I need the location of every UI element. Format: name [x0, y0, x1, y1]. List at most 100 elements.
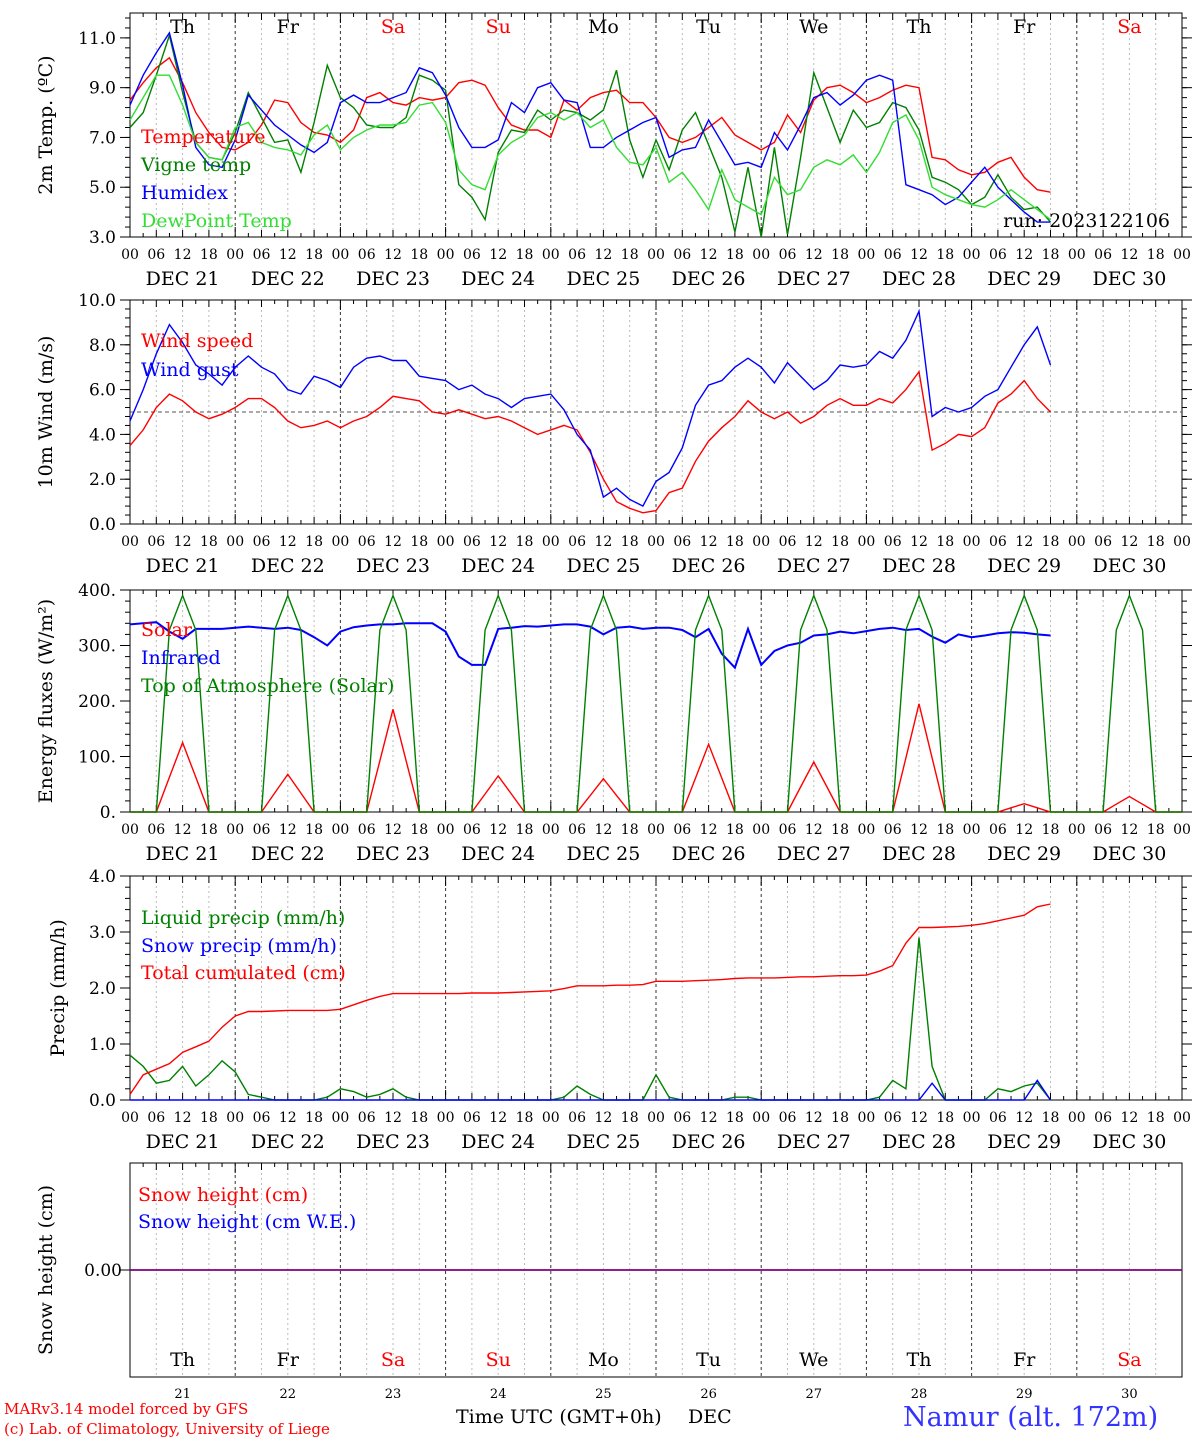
hour-tick-label: 06 [1094, 1110, 1112, 1126]
date-label: DEC 24 [461, 555, 535, 577]
hour-tick-label: 12 [384, 534, 402, 550]
hour-tick-label: 12 [174, 1110, 192, 1126]
date-label: DEC 24 [461, 268, 535, 290]
hour-tick-label: 12 [805, 822, 823, 838]
hour-tick-label: 06 [989, 534, 1007, 550]
run-annotation: run: 2023122106 [1003, 210, 1170, 232]
hour-tick-label: 12 [1015, 1110, 1033, 1126]
legend-entry: Wind speed [141, 330, 253, 352]
hour-tick-label: 18 [305, 247, 323, 263]
hour-tick-label: 18 [1042, 822, 1060, 838]
date-label: DEC 22 [251, 555, 325, 577]
hour-tick-label: 00 [226, 247, 244, 263]
hour-tick-label: 18 [936, 534, 954, 550]
hour-tick-label: 06 [884, 247, 902, 263]
legend-entry: DewPoint Temp [141, 210, 292, 232]
hour-tick-label: 18 [831, 822, 849, 838]
date-label: DEC 29 [987, 555, 1061, 577]
day-number: 27 [806, 1387, 823, 1402]
day-abbr: Mo [588, 16, 619, 38]
legend-entry: Snow height (cm) [138, 1184, 308, 1206]
hour-tick-label: 00 [857, 1110, 875, 1126]
day-abbr: Fr [1013, 1349, 1036, 1371]
hour-tick-label: 18 [726, 822, 744, 838]
hour-tick-label: 00 [542, 247, 560, 263]
hour-tick-label: 06 [253, 1110, 271, 1126]
day-abbr: Fr [277, 1349, 300, 1371]
hour-tick-label: 00 [963, 1110, 981, 1126]
day-abbr: Su [486, 16, 511, 38]
date-label: DEC 21 [146, 843, 220, 865]
date-label: DEC 25 [566, 1131, 640, 1153]
hour-tick-label: 06 [1094, 247, 1112, 263]
date-label: DEC 27 [777, 268, 851, 290]
hour-tick-label: 06 [147, 1110, 165, 1126]
hour-tick-label: 00 [121, 247, 139, 263]
hour-tick-label: 06 [779, 822, 797, 838]
hour-tick-label: 00 [1173, 534, 1191, 550]
legend-entry: Solar [141, 619, 193, 641]
y-tick-label: 3.0 [89, 228, 116, 248]
hour-tick-label: 00 [857, 822, 875, 838]
date-label: DEC 30 [1092, 1131, 1166, 1153]
hour-tick-label: 18 [516, 534, 534, 550]
hour-tick-label: 00 [647, 247, 665, 263]
y-tick-label: 8.0 [89, 336, 116, 356]
legend-entry: Snow height (cm W.E.) [138, 1211, 356, 1233]
hour-tick-label: 06 [568, 822, 586, 838]
legend-entry: Temperature [141, 126, 265, 148]
day-abbr: Sa [1117, 16, 1141, 38]
day-number: 30 [1121, 1387, 1138, 1402]
hour-tick-label: 06 [358, 822, 376, 838]
hour-tick-label: 12 [910, 1110, 928, 1126]
date-label: DEC 27 [777, 555, 851, 577]
hour-tick-label: 12 [489, 1110, 507, 1126]
hour-tick-label: 12 [805, 247, 823, 263]
hour-tick-label: 12 [1120, 822, 1138, 838]
hour-tick-label: 12 [1015, 534, 1033, 550]
hour-tick-label: 12 [279, 822, 297, 838]
hour-tick-label: 06 [147, 247, 165, 263]
chart-panels: 3.0 5.0 7.0 9.0 11.0 2m Temp. (ºC) Th Fr Sa Su Mo T… [35, 12, 1192, 1402]
hour-tick-label: 18 [1147, 534, 1165, 550]
y-tick-label: 4.0 [89, 867, 116, 887]
date-label: DEC 26 [672, 555, 746, 577]
hour-tick-label: 06 [568, 247, 586, 263]
day-abbr: Su [486, 1349, 511, 1371]
hour-tick-label: 12 [910, 534, 928, 550]
hour-tick-label: 00 [542, 1110, 560, 1126]
hour-tick-label: 06 [568, 1110, 586, 1126]
hour-tick-label: 06 [673, 822, 691, 838]
y-tick-label: 2.0 [89, 470, 116, 490]
day-abbr: Th [170, 1349, 195, 1371]
panel-3: 0. 100. 200. 300. 400. Energy fluxes (W/m²) 00… [35, 581, 1192, 865]
day-abbr: Tu [696, 1349, 721, 1371]
hour-tick-label: 18 [1147, 247, 1165, 263]
hour-tick-label: 00 [542, 822, 560, 838]
hour-tick-label: 12 [174, 247, 192, 263]
panel-1: 3.0 5.0 7.0 9.0 11.0 2m Temp. (ºC) Th Fr Sa Su Mo T… [35, 12, 1192, 290]
hour-tick-label: 12 [1015, 247, 1033, 263]
hour-tick-label: 12 [489, 822, 507, 838]
hour-tick-label: 18 [305, 1110, 323, 1126]
hour-tick-label: 06 [1094, 822, 1112, 838]
y-tick-label: 5.0 [89, 178, 116, 198]
hour-tick-label: 00 [1068, 247, 1086, 263]
day-number: 28 [911, 1387, 928, 1402]
x-axis-month: DEC [688, 1406, 732, 1428]
y-axis-label: Snow height (cm) [35, 1185, 57, 1355]
hour-tick-label: 18 [621, 822, 639, 838]
hour-tick-label: 00 [647, 534, 665, 550]
hour-tick-label: 12 [700, 822, 718, 838]
hour-tick-label: 00 [121, 1110, 139, 1126]
hour-tick-label: 18 [936, 247, 954, 263]
hour-tick-label: 18 [516, 822, 534, 838]
y-tick-label: 3.0 [89, 923, 116, 943]
day-abbr: Th [907, 16, 932, 38]
hour-tick-label: 06 [463, 1110, 481, 1126]
hour-tick-label: 00 [331, 534, 349, 550]
day-number: 21 [174, 1387, 191, 1402]
lab-credit: (c) Lab. of Climatology, University of L… [4, 1420, 330, 1438]
day-number: 26 [700, 1387, 717, 1402]
